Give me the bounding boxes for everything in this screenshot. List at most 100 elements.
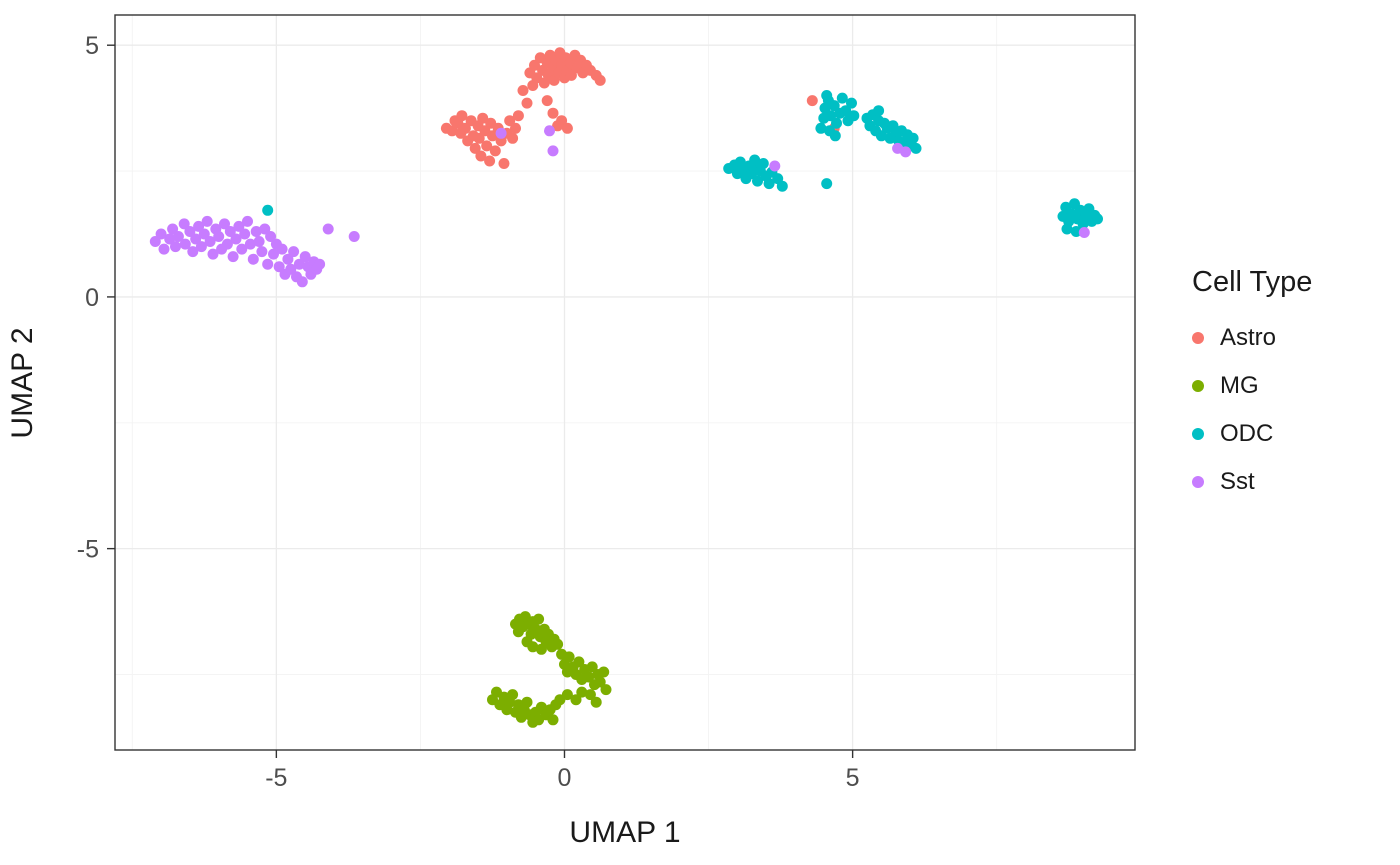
data-point-sst [253, 236, 265, 247]
data-point-odc [821, 90, 833, 101]
data-point-sst [276, 243, 288, 255]
data-point-sst [322, 223, 334, 235]
data-point-astro [495, 135, 507, 147]
data-point-sst [547, 145, 559, 157]
data-point-odc [776, 180, 788, 192]
data-point-mg [590, 696, 602, 708]
x-tick-label: -5 [265, 764, 287, 792]
legend-key-dot [1192, 332, 1204, 344]
legend-key-dot [1192, 476, 1204, 488]
data-point-astro [547, 107, 559, 119]
data-point-odc [907, 132, 919, 144]
data-point-sst [256, 246, 268, 258]
data-point-odc [828, 100, 840, 112]
legend-item-label: Astro [1220, 324, 1277, 351]
data-point-odc [840, 105, 852, 117]
data-point-sst [285, 263, 297, 275]
data-point-sst [282, 253, 294, 265]
data-point-mg [584, 689, 596, 701]
data-point-astro [541, 95, 553, 107]
legend-item-astro: Astro [1192, 323, 1312, 353]
data-point-mg [583, 671, 595, 683]
data-point-astro [565, 69, 577, 81]
data-point-astro [477, 112, 489, 124]
data-point-sst [224, 226, 236, 237]
data-point-mg [594, 676, 606, 688]
data-point-mg [507, 689, 519, 701]
data-point-sst [155, 228, 167, 240]
data-point-astro [498, 158, 510, 169]
data-point-sst [242, 215, 253, 227]
data-point-sst [187, 246, 199, 258]
data-point-mg [535, 643, 547, 655]
data-point-sst [273, 261, 285, 273]
data-point-sst [268, 248, 279, 260]
data-point-astro [521, 97, 533, 109]
data-point-mg [576, 686, 588, 698]
data-point-sst [201, 215, 213, 227]
data-point-mg [521, 636, 533, 648]
data-point-sst [1078, 227, 1090, 238]
data-point-mg [598, 666, 610, 678]
data-point-sst [769, 160, 781, 172]
data-point-astro [456, 110, 468, 122]
data-point-sst [293, 258, 305, 270]
legend: Cell Type Astro MG ODC Sst [1192, 266, 1312, 515]
data-point-mg [573, 656, 585, 668]
data-point-sst [164, 233, 176, 245]
data-point-sst [179, 238, 191, 250]
data-point-astro [561, 122, 573, 134]
data-point-sst [236, 243, 248, 255]
y-tick-label: 0 [85, 284, 99, 312]
data-point-odc [749, 154, 761, 166]
x-tick-label: 5 [846, 764, 860, 792]
data-point-astro [475, 150, 487, 162]
data-point-odc [825, 110, 837, 122]
panel-border [114, 14, 1136, 751]
data-point-astro [556, 115, 568, 127]
data-point-sst [314, 258, 326, 270]
legend-item-label: ODC [1220, 420, 1274, 447]
legend-item-mg: MG [1192, 371, 1312, 401]
data-point-astro [487, 130, 498, 142]
data-point-mg [533, 613, 545, 625]
data-point-astro [510, 122, 521, 134]
data-point-odc [848, 110, 860, 122]
data-point-odc [752, 175, 763, 187]
data-point-sst [149, 236, 161, 247]
y-tick-label: -5 [77, 536, 99, 564]
data-point-mg [570, 694, 582, 706]
data-point-astro [484, 155, 496, 167]
data-point-odc [829, 130, 841, 142]
data-point-astro [529, 59, 540, 71]
data-point-sst [348, 231, 360, 242]
data-point-astro [469, 142, 481, 154]
legend-item-label: Sst [1220, 468, 1255, 495]
data-point-mg [554, 694, 566, 706]
data-point-sst [213, 231, 225, 242]
data-point-odc [836, 92, 848, 104]
data-point-odc [873, 105, 885, 117]
data-point-sst [198, 228, 210, 240]
data-point-odc [910, 142, 922, 154]
data-point-astro [507, 132, 519, 144]
legend-item-sst: Sst [1192, 467, 1312, 497]
data-point-sst [250, 226, 262, 237]
data-point-sst [195, 241, 207, 253]
data-point-sst [299, 251, 311, 263]
data-point-astro [594, 74, 606, 86]
x-axis-title: UMAP 1 [569, 816, 680, 849]
data-point-odc [815, 122, 827, 134]
data-point-sst [259, 223, 271, 235]
data-point-sst [193, 220, 205, 232]
legend-item-odc: ODC [1192, 419, 1312, 449]
y-axis-title: UMAP 2 [6, 327, 39, 438]
data-point-sst [296, 276, 308, 288]
data-point-mg [586, 661, 598, 673]
data-point-sst [544, 125, 555, 137]
data-point-sst [184, 226, 196, 237]
data-point-mg [521, 696, 533, 708]
panel-background [115, 15, 1135, 750]
